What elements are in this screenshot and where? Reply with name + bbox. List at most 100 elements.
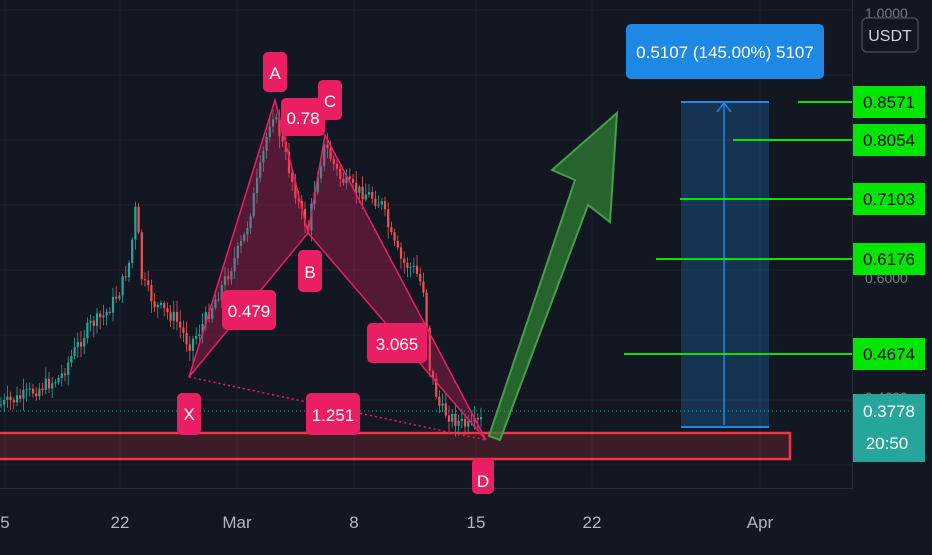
candle-body-51 <box>160 303 162 305</box>
time-label-5: 15 <box>467 513 486 532</box>
candle-body-32 <box>99 313 101 317</box>
candle-body-24 <box>74 347 76 356</box>
candle-body-60 <box>189 344 191 350</box>
candle-body-139 <box>442 403 444 405</box>
candle-body-52 <box>163 303 165 308</box>
time-axis[interactable]: 5 22 Mar 8 15 22 Apr <box>0 488 932 550</box>
candle-body-147 <box>467 421 469 426</box>
candle-body-47 <box>147 280 149 285</box>
ratio-xab-label: 0.479 <box>228 302 271 321</box>
candle-body-62 <box>195 336 197 339</box>
support-zone-box[interactable] <box>0 433 790 459</box>
target-label-2: 0.8054 <box>863 131 915 150</box>
candle-body-22 <box>67 363 69 375</box>
candle-body-23 <box>70 356 72 363</box>
measure-label[interactable]: 0.5107 (145.00%) 5107 <box>626 24 824 79</box>
bar-countdown: 20:50 <box>866 434 909 453</box>
candle-body-114 <box>362 187 364 200</box>
measure-tool[interactable] <box>681 102 769 427</box>
target-label-5: 0.4674 <box>863 345 915 364</box>
candle-body-132 <box>419 274 421 282</box>
candle-body-21 <box>64 373 66 375</box>
candle-body-119 <box>378 205 380 206</box>
candle-body-46 <box>144 279 146 280</box>
candle-body-43 <box>134 207 136 240</box>
candle-body-27 <box>83 338 85 346</box>
candle-body-8 <box>22 390 24 399</box>
candle-body-134 <box>426 293 428 328</box>
candle-body-36 <box>112 297 114 313</box>
candle-body-34 <box>106 312 108 316</box>
candle-body-126 <box>400 247 402 258</box>
target-label-1: 0.8571 <box>863 93 915 112</box>
candle-body-142 <box>451 414 453 422</box>
currency-badge[interactable]: USDT <box>862 18 918 52</box>
candle-body-111 <box>352 179 354 183</box>
candle-body-143 <box>454 414 456 426</box>
candle-body-16 <box>48 379 50 389</box>
candle-body-116 <box>368 192 370 195</box>
candle-body-151 <box>480 417 482 419</box>
point-a-label: A <box>269 64 281 83</box>
candle-body-2 <box>3 400 5 405</box>
candle-body-120 <box>381 201 383 204</box>
candle-body-42 <box>131 240 133 263</box>
candle-body-31 <box>96 313 98 325</box>
candle-body-50 <box>157 305 159 307</box>
candle-body-48 <box>150 285 152 301</box>
candle-body-20 <box>61 373 63 378</box>
candle-body-138 <box>438 397 440 406</box>
candle-body-25 <box>77 342 79 347</box>
candle-body-15 <box>45 379 47 390</box>
current-price-value: 0.3778 <box>863 402 915 421</box>
candle-body-140 <box>445 403 447 415</box>
candle-body-110 <box>349 176 351 179</box>
candle-body-14 <box>42 389 44 390</box>
candle-body-39 <box>122 276 124 295</box>
candle-body-6 <box>16 395 18 402</box>
currency-label: USDT <box>868 28 912 45</box>
candle-body-45 <box>141 232 143 279</box>
candle-body-19 <box>58 378 60 382</box>
candle-body-18 <box>54 382 56 383</box>
measure-range-box <box>681 102 769 427</box>
time-label-7: Apr <box>747 513 774 532</box>
candle-body-115 <box>365 195 367 200</box>
candle-body-26 <box>80 342 82 346</box>
candle-body-131 <box>416 266 418 274</box>
target-label-4: 0.6176 <box>863 250 915 269</box>
current-price-badge: 0.3778 20:50 <box>853 394 925 462</box>
candle-body-127 <box>403 259 405 263</box>
candle-body-13 <box>38 389 40 397</box>
candle-body-121 <box>384 201 386 209</box>
candle-body-63 <box>198 334 200 336</box>
candle-body-40 <box>125 276 127 277</box>
candle-body-141 <box>448 415 450 421</box>
candle-body-130 <box>413 266 415 267</box>
candle-body-10 <box>29 389 31 390</box>
candle-body-54 <box>170 312 172 321</box>
candle-body-49 <box>154 301 156 307</box>
candle-body-29 <box>90 321 92 323</box>
candle-body-7 <box>19 395 21 398</box>
candle-body-9 <box>26 389 28 390</box>
time-label-1: 5 <box>0 513 9 532</box>
candle-body-5 <box>13 400 15 402</box>
candle-body-125 <box>397 241 399 248</box>
candle-body-59 <box>186 333 188 344</box>
candle-body-53 <box>166 308 168 312</box>
candle-body-145 <box>461 419 463 421</box>
candle-body-61 <box>192 339 194 351</box>
candle-body-3 <box>6 397 8 400</box>
ratio-xd-label: 1.251 <box>312 406 355 425</box>
candle-body-124 <box>394 232 396 241</box>
candle-body-129 <box>410 267 412 268</box>
point-x-label: X <box>183 405 194 424</box>
candle-body-17 <box>51 383 53 388</box>
candle-body-1 <box>0 405 2 406</box>
candle-body-41 <box>128 263 130 277</box>
candle-body-123 <box>390 227 392 232</box>
